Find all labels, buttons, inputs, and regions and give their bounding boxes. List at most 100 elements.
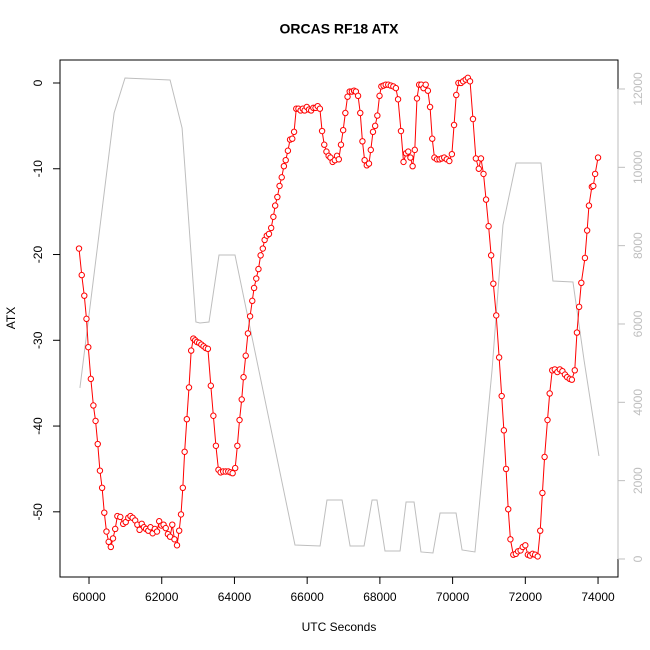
- data-point: [357, 109, 364, 117]
- y2-tick-label: 2000: [631, 467, 645, 494]
- data-point: [339, 126, 347, 134]
- data-point: [85, 343, 92, 351]
- y2-tick-label: 6000: [631, 310, 645, 337]
- data-point: [249, 297, 256, 305]
- data-point: [359, 138, 366, 145]
- data-point: [482, 196, 490, 203]
- data-point: [276, 182, 283, 190]
- data-point: [169, 521, 176, 528]
- data-point: [392, 84, 400, 92]
- data-point: [83, 315, 90, 323]
- data-point: [267, 224, 275, 232]
- data-point: [284, 147, 292, 154]
- data-point: [78, 271, 85, 279]
- data-point: [90, 402, 97, 409]
- data-point: [394, 96, 402, 103]
- data-point: [568, 376, 576, 383]
- data-point: [539, 489, 546, 497]
- data-point: [153, 528, 161, 535]
- data-point: [181, 448, 188, 455]
- data-point: [246, 313, 254, 320]
- x-axis-label: UTC Seconds: [302, 620, 377, 634]
- data-point: [573, 329, 581, 336]
- data-point: [590, 182, 597, 190]
- chart-title: ORCAS RF18 ATX: [279, 21, 399, 37]
- data-point: [422, 81, 429, 88]
- data-point: [472, 155, 480, 162]
- data-point: [105, 538, 112, 546]
- data-point: [290, 128, 298, 136]
- y-axis-label: ATX: [4, 307, 18, 329]
- data-point: [179, 484, 187, 492]
- data-point: [107, 543, 115, 551]
- data-point: [578, 279, 585, 287]
- data-point: [101, 509, 108, 516]
- data-point: [469, 115, 477, 123]
- data-point: [207, 382, 215, 389]
- x-tick-label: 64000: [218, 590, 252, 604]
- data-point: [495, 354, 503, 361]
- data-point: [498, 392, 505, 400]
- data-point: [575, 303, 583, 311]
- y-tick-label: -10: [31, 160, 45, 178]
- data-point: [407, 154, 414, 161]
- data-point: [92, 417, 99, 425]
- data-point: [171, 536, 178, 543]
- data-point: [485, 223, 492, 230]
- data-point: [507, 536, 514, 543]
- data-point: [594, 154, 602, 161]
- data-point: [244, 330, 252, 337]
- data-point: [453, 91, 460, 99]
- data-point: [75, 245, 83, 252]
- data-point: [103, 528, 110, 535]
- data-point: [280, 162, 288, 170]
- data-point: [450, 121, 458, 129]
- y2-tick-label: 4000: [631, 389, 645, 416]
- data-point: [185, 384, 193, 391]
- data-point: [229, 470, 236, 477]
- data-point: [253, 275, 260, 282]
- data-point: [162, 524, 169, 532]
- data-point: [187, 347, 195, 354]
- data-point: [591, 170, 599, 178]
- data-point: [365, 160, 373, 167]
- data-point: [581, 254, 589, 262]
- data-point: [522, 542, 529, 549]
- data-point: [177, 511, 185, 518]
- data-point: [250, 284, 258, 292]
- data-point: [111, 525, 119, 533]
- data-point: [240, 373, 247, 381]
- data-point: [204, 345, 212, 353]
- data-point: [571, 367, 578, 374]
- data-point: [448, 150, 456, 158]
- data-point: [369, 128, 377, 136]
- y2-tick-label: 10000: [631, 150, 645, 184]
- data-point: [337, 141, 345, 148]
- data-point: [537, 527, 544, 534]
- x-tick-label: 74000: [581, 590, 615, 604]
- x-tick-label: 62000: [145, 590, 179, 604]
- data-point: [257, 252, 264, 259]
- data-point: [238, 396, 245, 403]
- data-point: [212, 442, 220, 449]
- data-point: [109, 535, 117, 542]
- data-point: [98, 484, 106, 492]
- data-point: [117, 513, 124, 521]
- data-point: [376, 92, 383, 100]
- data-point: [255, 265, 262, 273]
- data-point: [475, 165, 482, 172]
- data-point: [413, 95, 421, 102]
- data-point: [242, 352, 249, 359]
- y-tick-label: -20: [31, 246, 45, 264]
- data-point: [426, 103, 434, 111]
- data-point: [500, 427, 508, 434]
- data-point: [173, 542, 181, 549]
- data-point: [274, 193, 281, 201]
- data-point: [316, 105, 324, 112]
- data-point: [271, 202, 279, 209]
- data-point: [342, 109, 349, 117]
- data-point: [344, 93, 351, 100]
- data-point: [583, 227, 591, 234]
- data-point: [429, 135, 436, 142]
